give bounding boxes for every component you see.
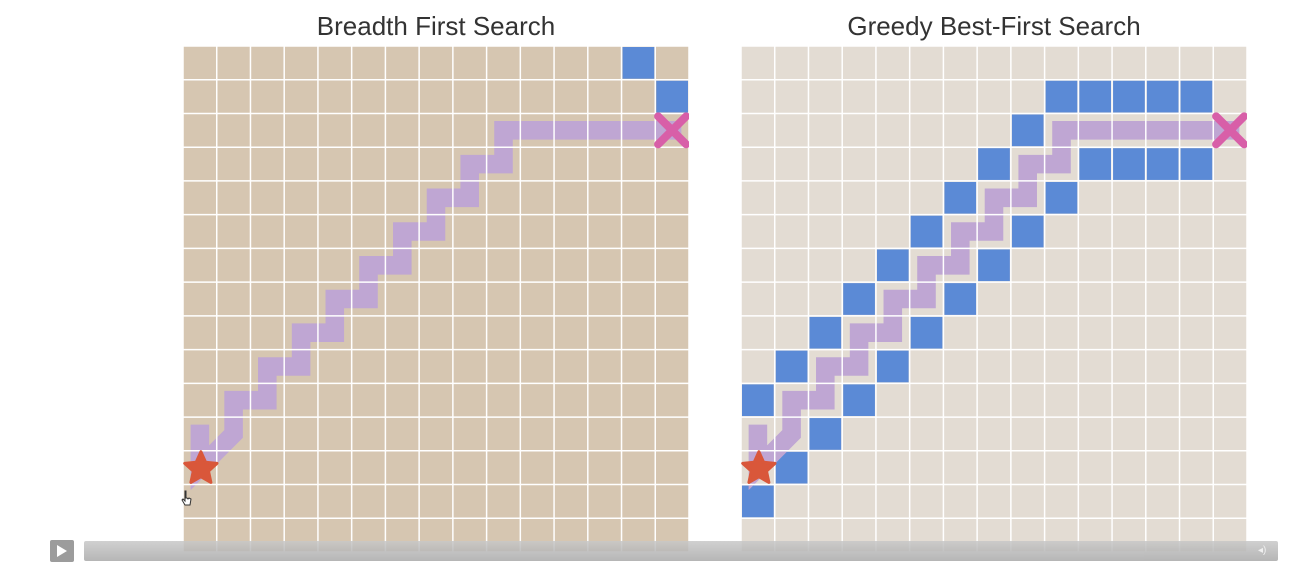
explored-cell	[876, 249, 909, 282]
x-icon	[654, 112, 689, 149]
explored-cell	[1146, 148, 1179, 180]
video-player-controls: ◂)	[50, 537, 1278, 565]
grid-greedy	[741, 46, 1247, 552]
explored-cell	[1045, 181, 1078, 214]
explored-cell	[978, 249, 1010, 282]
explored-cell	[1079, 80, 1112, 113]
explored-cell	[742, 384, 774, 417]
explored-cell	[1113, 148, 1145, 180]
explored-cell	[775, 350, 808, 383]
explored-cell	[656, 80, 688, 113]
pointer-cursor-icon	[181, 490, 192, 506]
explored-cell	[1180, 80, 1213, 113]
explored-cell	[1011, 114, 1044, 147]
explored-cell	[843, 283, 875, 315]
solution-path	[748, 121, 1240, 491]
star-icon	[183, 450, 219, 484]
progress-track[interactable]: ◂)	[84, 541, 1278, 561]
star-icon	[741, 450, 777, 484]
explored-cell	[978, 148, 1010, 180]
grid-bfs	[183, 46, 689, 552]
explored-cell	[910, 316, 943, 349]
play-icon	[57, 545, 67, 557]
panel-title-greedy: Greedy Best-First Search	[847, 11, 1141, 41]
solution-path	[190, 121, 682, 491]
play-button[interactable]	[50, 540, 74, 562]
explored-cell	[876, 350, 909, 383]
explored-cell	[944, 181, 977, 214]
explored-cell	[1045, 80, 1078, 113]
panel-title-bfs: Breadth First Search	[316, 11, 556, 41]
explored-cell	[910, 215, 943, 248]
explored-cell	[1180, 148, 1213, 180]
explored-cell	[1079, 148, 1112, 180]
volume-icon[interactable]: ◂)	[1258, 545, 1267, 556]
explored-cell	[1113, 80, 1145, 113]
explored-cell	[1146, 80, 1179, 113]
explored-cell	[944, 283, 977, 315]
explored-cell	[843, 384, 875, 417]
explored-cell	[622, 47, 655, 79]
explored-cell	[742, 485, 774, 518]
explored-cell	[809, 316, 842, 349]
x-icon	[1212, 112, 1247, 149]
explored-cell	[1011, 215, 1044, 248]
explored-cell	[809, 418, 842, 450]
